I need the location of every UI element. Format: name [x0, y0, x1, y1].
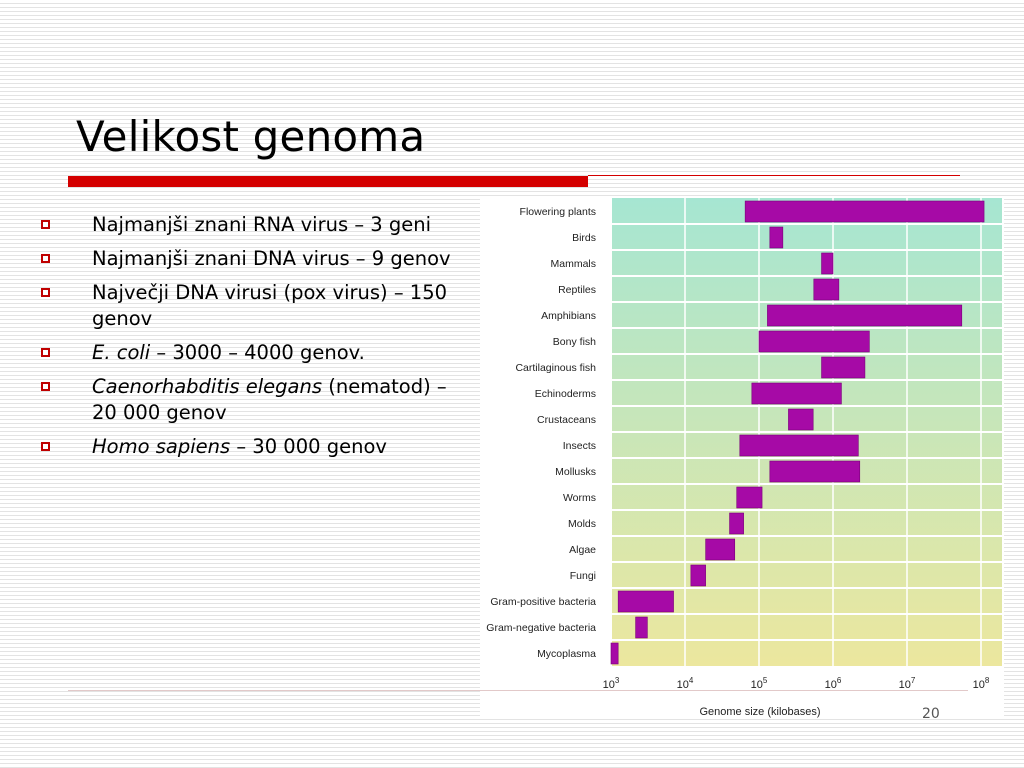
- bullet-text: – 3000 – 4000 genov.: [150, 341, 365, 364]
- x-tick-label: 108: [973, 676, 990, 691]
- x-tick-label: 107: [899, 676, 916, 691]
- range-bar: [788, 408, 814, 431]
- category-labels: Flowering plants Birds Mammals Reptiles Amph…: [486, 206, 596, 660]
- x-axis-label: Genome size (kilobases): [699, 706, 820, 718]
- title-underline-thin: [588, 175, 960, 176]
- square-bullet-icon: [41, 348, 50, 357]
- bullet-text: Največji DNA virusi (pox virus) – 150 ge…: [92, 281, 448, 330]
- range-bar: [739, 434, 859, 457]
- square-bullet-icon: [41, 220, 50, 229]
- range-bar: [617, 590, 674, 613]
- bullet-item: Homo sapiens – 30 000 genov: [38, 434, 458, 460]
- footer-line: [68, 690, 968, 691]
- bullet-item: Največji DNA virusi (pox virus) – 150 ge…: [38, 280, 458, 332]
- x-tick-labels: 103 104 105 106 107 108: [603, 676, 990, 691]
- category-label: Worms: [563, 492, 596, 504]
- tick-base: 10: [899, 679, 911, 691]
- range-bar: [767, 304, 963, 327]
- page-number: 20: [922, 706, 940, 722]
- category-label: Echinoderms: [535, 388, 596, 400]
- category-label: Birds: [572, 232, 596, 244]
- tick-exponent: 7: [911, 676, 916, 685]
- category-label: Gram-negative bacteria: [486, 622, 596, 634]
- x-tick-label: 103: [603, 676, 620, 691]
- tick-base: 10: [751, 679, 763, 691]
- horizontal-gridlines: [612, 223, 1002, 641]
- x-tick-label: 104: [677, 676, 694, 691]
- range-bar: [821, 252, 834, 275]
- bullet-item: Caenorhabditis elegans (nematod) – 20 00…: [38, 374, 458, 426]
- category-label: Amphibians: [541, 310, 596, 322]
- genome-size-chart: Flowering plants Birds Mammals Reptiles Amph…: [480, 196, 1004, 718]
- range-bar: [690, 564, 706, 587]
- category-label: Molds: [568, 518, 596, 530]
- category-label: Mollusks: [555, 466, 596, 478]
- x-tick-label: 105: [751, 676, 768, 691]
- tick-base: 10: [973, 679, 985, 691]
- bullet-item: Najmanjši znani DNA virus – 9 genov: [38, 246, 458, 272]
- range-bar: [813, 278, 840, 301]
- tick-exponent: 5: [763, 676, 768, 685]
- category-label: Mycoplasma: [537, 648, 596, 660]
- range-bar: [610, 642, 619, 665]
- bullet-text: E. coli: [92, 341, 151, 364]
- category-label: Gram-positive bacteria: [490, 596, 596, 608]
- tick-base: 10: [825, 679, 837, 691]
- category-label: Reptiles: [558, 284, 596, 296]
- range-bar: [635, 616, 648, 639]
- bullet-text: Homo sapiens: [92, 435, 231, 458]
- range-bar: [821, 356, 866, 379]
- category-label: Bony fish: [553, 336, 596, 348]
- bars-group: [610, 200, 985, 665]
- bullet-text: Najmanjši znani DNA virus – 9 genov: [92, 247, 451, 270]
- bullet-item: E. coli – 3000 – 4000 genov.: [38, 340, 458, 366]
- bullet-text: (nematod) – 20 000 genov: [92, 375, 447, 424]
- range-bar: [705, 538, 736, 561]
- tick-exponent: 4: [689, 676, 694, 685]
- square-bullet-icon: [41, 254, 50, 263]
- chart-svg: Flowering plants Birds Mammals Reptiles Amph…: [486, 198, 1002, 718]
- range-bar: [758, 330, 870, 353]
- bullet-text: Caenorhabditis elegans: [92, 375, 323, 398]
- category-label: Flowering plants: [520, 206, 596, 218]
- category-label: Insects: [563, 440, 596, 452]
- title-underline-thick: [68, 176, 588, 187]
- bullet-text: Najmanjši znani RNA virus – 3 geni: [92, 213, 432, 236]
- bullet-list: Najmanjši znani RNA virus – 3 geni Najman…: [38, 212, 458, 468]
- slide-title: Velikost genoma: [76, 112, 426, 161]
- range-bar: [729, 512, 744, 535]
- tick-base: 10: [603, 679, 615, 691]
- category-label: Mammals: [550, 258, 596, 270]
- tick-exponent: 8: [985, 676, 990, 685]
- square-bullet-icon: [41, 288, 50, 297]
- category-label: Cartilaginous fish: [515, 362, 596, 374]
- range-bar: [769, 460, 861, 483]
- category-label: Algae: [569, 544, 596, 556]
- range-bar: [744, 200, 985, 223]
- category-label: Crustaceans: [537, 414, 596, 426]
- tick-base: 10: [677, 679, 689, 691]
- category-label: Fungi: [570, 570, 596, 582]
- tick-exponent: 6: [837, 676, 842, 685]
- range-bar: [751, 382, 842, 405]
- tick-exponent: 3: [615, 676, 620, 685]
- square-bullet-icon: [41, 442, 50, 451]
- bullet-text: – 30 000 genov: [230, 435, 387, 458]
- range-bar: [736, 486, 763, 509]
- range-bar: [769, 226, 784, 249]
- x-tick-label: 106: [825, 676, 842, 691]
- square-bullet-icon: [41, 382, 50, 391]
- bullet-item: Najmanjši znani RNA virus – 3 geni: [38, 212, 458, 238]
